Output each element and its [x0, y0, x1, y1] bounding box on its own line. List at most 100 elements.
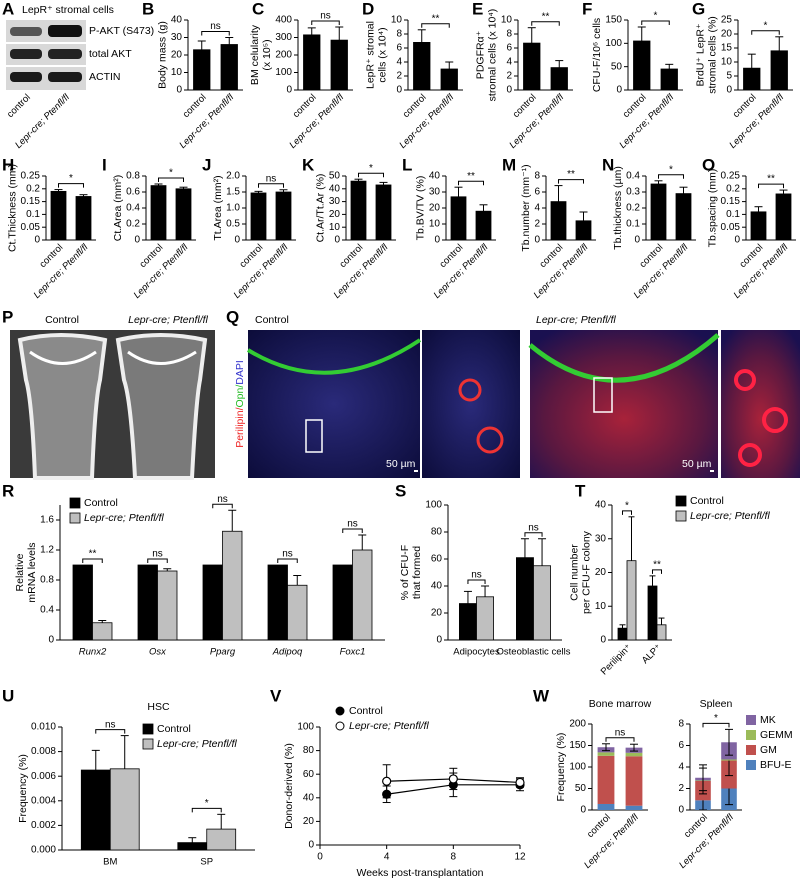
y-tick-label: 2	[678, 783, 684, 794]
y-axis-label: Donor-derived (%)	[283, 743, 295, 829]
bar	[92, 622, 113, 641]
adipocyte	[738, 443, 762, 467]
y-tick-label: 1.0	[226, 203, 240, 214]
legend-swatch	[746, 760, 756, 770]
significance-bracket	[531, 21, 560, 26]
y-tick-label: 0	[48, 635, 54, 646]
y-tick-label: 0.8	[40, 575, 54, 586]
bar	[303, 34, 321, 91]
y-tick-label: 10	[501, 15, 513, 26]
significance-bracket	[467, 579, 486, 584]
band	[48, 49, 82, 59]
y-tick-label: 0.008	[31, 746, 56, 757]
bar	[202, 564, 223, 641]
significance-label: **	[767, 174, 775, 185]
legend-label: Lepr-cre; Ptenfl/fl	[349, 720, 429, 732]
legend-swatch	[675, 510, 687, 522]
y-axis-label: % of CFU-F	[399, 545, 411, 600]
blot-lane-label: control	[5, 92, 33, 120]
scale-bar	[710, 470, 714, 472]
y-tick-label: 0.8	[126, 171, 140, 182]
bar-segment	[721, 759, 737, 761]
bar	[206, 828, 237, 851]
image-label: Lepr-cre; Ptenfl/fl	[128, 314, 208, 326]
y-tick-label: 0	[580, 805, 586, 816]
bar	[750, 211, 767, 241]
significance-bracket	[95, 729, 126, 734]
significance-bracket	[421, 23, 450, 28]
panel-label: T	[575, 481, 586, 500]
y-axis-label: Ct.Ar/Tt.Ar (%)	[315, 174, 327, 243]
y-axis-label: Tb.spacing (mm)	[706, 169, 718, 248]
panel-label: B	[142, 0, 154, 18]
y-tick-label: 0.4	[126, 203, 140, 214]
x-tick-label: Adipocytes	[453, 647, 500, 658]
legend-label: Lepr-cre; Ptenfl/fl	[690, 510, 770, 522]
y-tick-label: 0	[434, 235, 440, 246]
y-tick-label: 100	[605, 38, 622, 49]
y-tick-label: 0	[308, 840, 314, 851]
significance-bracket	[258, 183, 284, 188]
legend-marker	[335, 721, 345, 731]
x-tick-label: Runx2	[79, 647, 107, 658]
y-tick-label: 0	[396, 85, 402, 96]
y-tick-label: 0.15	[721, 196, 741, 207]
panel-label: N	[602, 155, 614, 174]
significance-label: **	[89, 549, 97, 560]
y-tick-label: 0.2	[726, 183, 740, 194]
significance-label: ns	[210, 21, 221, 32]
significance-bracket	[342, 528, 363, 533]
panel-label: P	[2, 307, 13, 326]
blot-row-label: P-AKT (S473)	[89, 25, 154, 37]
x-tick-label: Osteoblastic cells	[497, 647, 571, 658]
y-tick-label: 40	[329, 183, 341, 194]
bar	[523, 42, 541, 91]
significance-bracket	[652, 569, 662, 574]
y-tick-label: 0.000	[31, 845, 56, 856]
panel-label: F	[582, 0, 592, 18]
y-tick-label: 0.25	[21, 171, 41, 182]
y-axis-label: Ct.Area (mm²)	[112, 175, 124, 242]
bar	[267, 564, 288, 641]
x-tick-label: ALP⁺	[640, 642, 664, 666]
significance-bracket	[758, 183, 784, 189]
y-axis-label: Tb.number (mm⁻¹)	[520, 164, 532, 251]
significance-bracket	[622, 510, 632, 515]
x-tick-label: Adipoq	[272, 647, 303, 658]
legend-swatch	[69, 497, 81, 509]
band	[48, 72, 82, 82]
image-label: Control	[45, 314, 79, 326]
y-tick-label: 10	[721, 57, 733, 68]
significance-label: ns	[347, 519, 358, 530]
scale-bar-label: 50 µm	[386, 458, 416, 470]
adipocyte	[476, 426, 504, 454]
y-axis-label: per CFU-F colony	[581, 530, 593, 614]
bar	[650, 183, 667, 241]
y-axis-label: Frequency (%)	[555, 733, 567, 802]
bar	[287, 584, 308, 641]
y-tick-label: 40	[431, 581, 443, 592]
adipocyte	[458, 378, 482, 402]
chart-title: Spleen	[700, 698, 733, 710]
significance-label: **	[467, 171, 475, 182]
y-tick-label: 150	[569, 740, 586, 751]
significance-label: ns	[105, 719, 116, 730]
significance-label: **	[567, 169, 575, 180]
bar	[533, 565, 552, 641]
significance-label: ns	[528, 522, 539, 533]
y-tick-label: 0.1	[726, 209, 740, 220]
significance-label: *	[714, 713, 718, 724]
if-image	[530, 330, 718, 478]
y-tick-label: 40	[171, 15, 183, 26]
y-tick-label: 40	[595, 500, 607, 511]
bar	[743, 67, 761, 91]
point	[448, 774, 458, 784]
bar	[75, 196, 92, 241]
y-tick-label: 20	[171, 50, 183, 61]
y-tick-label: 10	[329, 222, 341, 233]
y-tick-label: 4	[396, 57, 402, 68]
if-inset	[422, 330, 520, 478]
bar-segment	[597, 803, 615, 810]
significance-label: *	[669, 164, 673, 175]
